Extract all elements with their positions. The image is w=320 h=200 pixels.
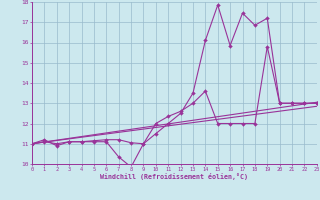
X-axis label: Windchill (Refroidissement éolien,°C): Windchill (Refroidissement éolien,°C) [100, 173, 248, 180]
